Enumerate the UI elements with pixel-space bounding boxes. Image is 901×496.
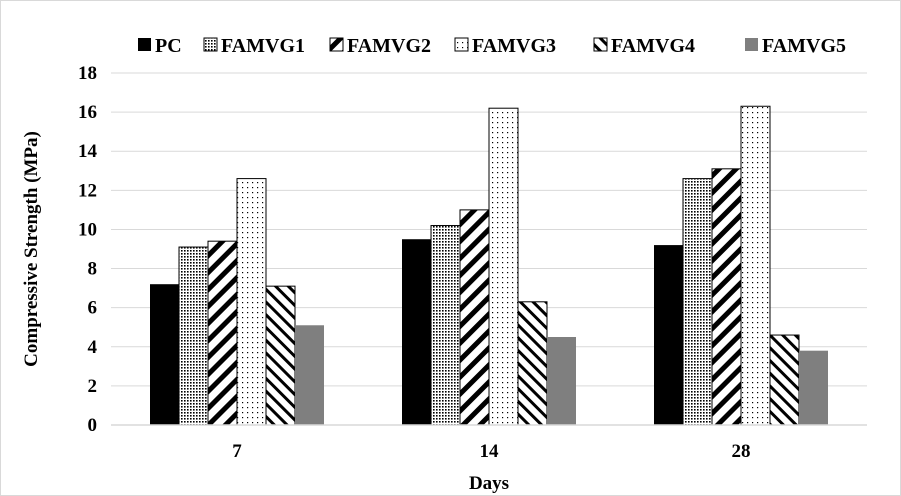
bar-famvg2-day-14 bbox=[459, 209, 490, 426]
legend-label-famvg1: FAMVG1 bbox=[221, 35, 305, 57]
x-tick-label: 28 bbox=[732, 441, 751, 462]
y-tick-label: 2 bbox=[88, 376, 98, 397]
x-axis-title: Days bbox=[469, 473, 509, 494]
legend-swatch-famvg3 bbox=[454, 37, 469, 52]
bar-famvg2-day-7 bbox=[207, 240, 238, 426]
legend-label-famvg3: FAMVG3 bbox=[472, 35, 556, 57]
bar-pc-day-28 bbox=[654, 245, 683, 425]
legend-label-pc: PC bbox=[155, 35, 182, 57]
legend-swatch-famvg2 bbox=[329, 37, 344, 52]
bar-pc-day-14 bbox=[402, 239, 431, 425]
legend-swatch-famvg1 bbox=[203, 37, 218, 52]
bar-famvg5-day-28 bbox=[799, 350, 828, 425]
y-tick-label: 18 bbox=[78, 63, 97, 84]
y-tick-label: 4 bbox=[88, 337, 98, 358]
y-tick-label: 10 bbox=[78, 219, 97, 240]
y-tick-label: 12 bbox=[78, 180, 97, 201]
bar-famvg1-day-28 bbox=[682, 178, 713, 426]
bar-famvg4-day-7 bbox=[265, 285, 296, 426]
bar-famvg2-day-28 bbox=[711, 168, 742, 426]
x-tick-label: 14 bbox=[480, 441, 500, 462]
legend-label-famvg4: FAMVG4 bbox=[611, 35, 695, 57]
legend: PC FAMVG1 FAMVG2 FAMVG3 FAMVG4 FAMVG5 bbox=[138, 35, 846, 57]
legend-label-famvg2: FAMVG2 bbox=[347, 35, 431, 57]
bar-famvg4-day-14 bbox=[517, 301, 548, 426]
bar-famvg3-day-7 bbox=[236, 178, 267, 426]
legend-swatch-famvg5 bbox=[745, 38, 758, 51]
bar-famvg5-day-7 bbox=[295, 325, 324, 425]
bar-famvg4-day-28 bbox=[769, 334, 800, 426]
bar-famvg1-day-7 bbox=[178, 246, 209, 426]
bar-famvg1-day-14 bbox=[430, 225, 461, 426]
bars bbox=[150, 105, 828, 426]
y-tick-label: 14 bbox=[78, 141, 98, 162]
axes: 0 2 4 6 8 10 12 14 16 18 7 14 28 bbox=[78, 63, 867, 462]
bar-pc-day-7 bbox=[150, 284, 179, 425]
y-tick-label: 16 bbox=[78, 102, 97, 123]
y-tick-label: 0 bbox=[88, 415, 98, 436]
legend-label-famvg5: FAMVG5 bbox=[762, 35, 846, 57]
y-tick-label: 6 bbox=[88, 298, 98, 319]
y-axis-title: Compressive Strength (MPa) bbox=[21, 131, 42, 367]
bar-famvg3-day-28 bbox=[740, 105, 771, 426]
x-tick-label: 7 bbox=[232, 441, 242, 462]
bar-famvg3-day-14 bbox=[488, 107, 519, 426]
bar-famvg5-day-14 bbox=[547, 337, 576, 425]
y-tick-label: 8 bbox=[88, 259, 98, 280]
legend-swatch-famvg4 bbox=[593, 37, 608, 52]
legend-swatch-pc bbox=[138, 38, 151, 51]
